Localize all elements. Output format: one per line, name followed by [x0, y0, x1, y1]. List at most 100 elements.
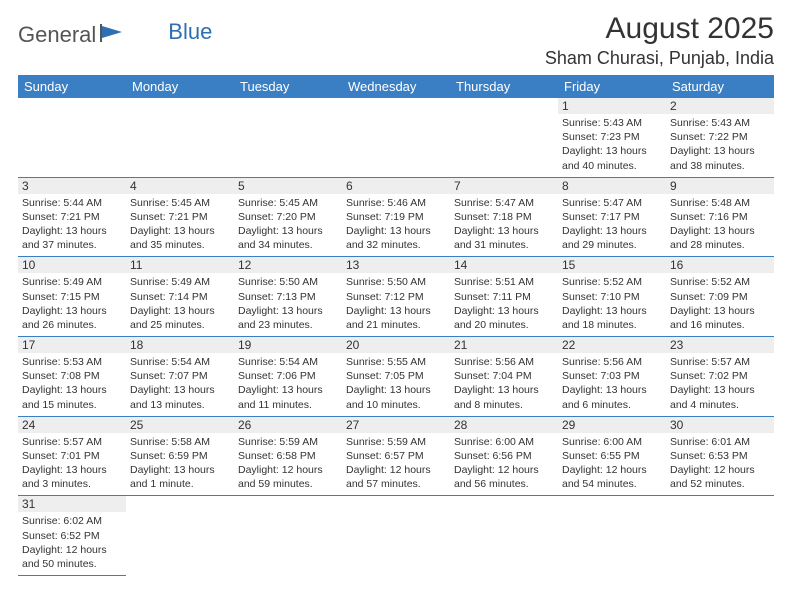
day-number: 5 [234, 178, 342, 194]
weekday-header: Wednesday [342, 75, 450, 98]
day-number: 29 [558, 417, 666, 433]
day-number: 23 [666, 337, 774, 353]
calendar-day-cell: 3 Sunrise: 5:44 AMSunset: 7:21 PMDaylight… [18, 177, 126, 257]
day-number: 10 [18, 257, 126, 273]
day-details: Sunrise: 6:02 AMSunset: 6:52 PMDaylight:… [22, 514, 122, 571]
day-details: Sunrise: 5:48 AMSunset: 7:16 PMDaylight:… [670, 196, 770, 253]
day-number: 22 [558, 337, 666, 353]
calendar-day-cell [666, 496, 774, 576]
day-details: Sunrise: 5:49 AMSunset: 7:15 PMDaylight:… [22, 275, 122, 332]
calendar-table: SundayMondayTuesdayWednesdayThursdayFrid… [18, 75, 774, 576]
day-details: Sunrise: 5:47 AMSunset: 7:17 PMDaylight:… [562, 196, 662, 253]
day-number: 30 [666, 417, 774, 433]
calendar-day-cell [342, 98, 450, 177]
title-block: August 2025 Sham Churasi, Punjab, India [545, 12, 774, 69]
weekday-header: Tuesday [234, 75, 342, 98]
header: General Blue August 2025 Sham Churasi, P… [18, 12, 774, 69]
day-details: Sunrise: 5:56 AMSunset: 7:04 PMDaylight:… [454, 355, 554, 412]
calendar-day-cell [126, 496, 234, 576]
logo-text-blue: Blue [168, 19, 212, 45]
day-number: 18 [126, 337, 234, 353]
day-number: 13 [342, 257, 450, 273]
day-number: 17 [18, 337, 126, 353]
calendar-day-cell: 21 Sunrise: 5:56 AMSunset: 7:04 PMDayligh… [450, 337, 558, 417]
calendar-day-cell: 12Sunrise: 5:50 AMSunset: 7:13 PMDayligh… [234, 257, 342, 337]
day-details: Sunrise: 5:57 AMSunset: 7:01 PMDaylight:… [22, 435, 122, 492]
day-details: Sunrise: 5:43 AMSunset: 7:23 PMDaylight:… [562, 116, 662, 173]
calendar-day-cell: 24 Sunrise: 5:57 AMSunset: 7:01 PMDayligh… [18, 416, 126, 496]
day-number: 9 [666, 178, 774, 194]
calendar-day-cell: 17Sunrise: 5:53 AMSunset: 7:08 PMDayligh… [18, 337, 126, 417]
day-details: Sunrise: 5:52 AMSunset: 7:09 PMDaylight:… [670, 275, 770, 332]
day-details: Sunrise: 6:00 AMSunset: 6:56 PMDaylight:… [454, 435, 554, 492]
weekday-header: Sunday [18, 75, 126, 98]
day-number: 1 [558, 98, 666, 114]
calendar-day-cell: 14 Sunrise: 5:51 AMSunset: 7:11 PMDayligh… [450, 257, 558, 337]
day-details: Sunrise: 5:51 AMSunset: 7:11 PMDaylight:… [454, 275, 554, 332]
calendar-week-row: 1 Sunrise: 5:43 AMSunset: 7:23 PMDaylight… [18, 98, 774, 177]
day-details: Sunrise: 5:45 AMSunset: 7:21 PMDaylight:… [130, 196, 230, 253]
day-details: Sunrise: 5:59 AMSunset: 6:57 PMDaylight:… [346, 435, 446, 492]
calendar-week-row: 10 Sunrise: 5:49 AMSunset: 7:15 PMDayligh… [18, 257, 774, 337]
day-number: 3 [18, 178, 126, 194]
calendar-day-cell: 28 Sunrise: 6:00 AMSunset: 6:56 PMDayligh… [450, 416, 558, 496]
day-details: Sunrise: 6:01 AMSunset: 6:53 PMDaylight:… [670, 435, 770, 492]
day-number: 4 [126, 178, 234, 194]
calendar-day-cell [450, 98, 558, 177]
day-details: Sunrise: 5:46 AMSunset: 7:19 PMDaylight:… [346, 196, 446, 253]
calendar-day-cell [234, 98, 342, 177]
calendar-body: 1 Sunrise: 5:43 AMSunset: 7:23 PMDaylight… [18, 98, 774, 576]
calendar-day-cell: 15Sunrise: 5:52 AMSunset: 7:10 PMDayligh… [558, 257, 666, 337]
day-details: Sunrise: 5:44 AMSunset: 7:21 PMDaylight:… [22, 196, 122, 253]
day-details: Sunrise: 5:45 AMSunset: 7:20 PMDaylight:… [238, 196, 338, 253]
calendar-day-cell: 9 Sunrise: 5:48 AMSunset: 7:16 PMDaylight… [666, 177, 774, 257]
calendar-day-cell: 4 Sunrise: 5:45 AMSunset: 7:21 PMDaylight… [126, 177, 234, 257]
day-number: 20 [342, 337, 450, 353]
day-details: Sunrise: 5:54 AMSunset: 7:06 PMDaylight:… [238, 355, 338, 412]
day-number: 28 [450, 417, 558, 433]
calendar-day-cell: 8 Sunrise: 5:47 AMSunset: 7:17 PMDaylight… [558, 177, 666, 257]
calendar-week-row: 17Sunrise: 5:53 AMSunset: 7:08 PMDayligh… [18, 337, 774, 417]
day-number: 8 [558, 178, 666, 194]
calendar-day-cell: 23Sunrise: 5:57 AMSunset: 7:02 PMDayligh… [666, 337, 774, 417]
day-details: Sunrise: 5:52 AMSunset: 7:10 PMDaylight:… [562, 275, 662, 332]
calendar-day-cell: 31 Sunrise: 6:02 AMSunset: 6:52 PMDayligh… [18, 496, 126, 576]
day-details: Sunrise: 5:59 AMSunset: 6:58 PMDaylight:… [238, 435, 338, 492]
calendar-week-row: 31 Sunrise: 6:02 AMSunset: 6:52 PMDayligh… [18, 496, 774, 576]
calendar-day-cell [342, 496, 450, 576]
day-number: 6 [342, 178, 450, 194]
day-number: 24 [18, 417, 126, 433]
calendar-day-cell [18, 98, 126, 177]
calendar-day-cell: 18Sunrise: 5:54 AMSunset: 7:07 PMDayligh… [126, 337, 234, 417]
calendar-day-cell: 1 Sunrise: 5:43 AMSunset: 7:23 PMDaylight… [558, 98, 666, 177]
day-number: 14 [450, 257, 558, 273]
day-details: Sunrise: 5:58 AMSunset: 6:59 PMDaylight:… [130, 435, 230, 492]
day-details: Sunrise: 5:56 AMSunset: 7:03 PMDaylight:… [562, 355, 662, 412]
day-number: 31 [18, 496, 126, 512]
logo-text-general: General [18, 22, 96, 48]
day-details: Sunrise: 5:47 AMSunset: 7:18 PMDaylight:… [454, 196, 554, 253]
calendar-day-cell [450, 496, 558, 576]
calendar-day-cell [234, 496, 342, 576]
calendar-day-cell: 13 Sunrise: 5:50 AMSunset: 7:12 PMDayligh… [342, 257, 450, 337]
calendar-week-row: 24 Sunrise: 5:57 AMSunset: 7:01 PMDayligh… [18, 416, 774, 496]
day-number: 27 [342, 417, 450, 433]
location-text: Sham Churasi, Punjab, India [545, 48, 774, 69]
day-details: Sunrise: 6:00 AMSunset: 6:55 PMDaylight:… [562, 435, 662, 492]
weekday-header-row: SundayMondayTuesdayWednesdayThursdayFrid… [18, 75, 774, 98]
calendar-day-cell [126, 98, 234, 177]
day-details: Sunrise: 5:43 AMSunset: 7:22 PMDaylight:… [670, 116, 770, 173]
calendar-day-cell: 25Sunrise: 5:58 AMSunset: 6:59 PMDayligh… [126, 416, 234, 496]
weekday-header: Saturday [666, 75, 774, 98]
day-number: 21 [450, 337, 558, 353]
weekday-header: Thursday [450, 75, 558, 98]
weekday-header: Monday [126, 75, 234, 98]
calendar-day-cell: 26Sunrise: 5:59 AMSunset: 6:58 PMDayligh… [234, 416, 342, 496]
calendar-day-cell: 6 Sunrise: 5:46 AMSunset: 7:19 PMDaylight… [342, 177, 450, 257]
logo: General Blue [18, 12, 212, 48]
calendar-day-cell: 20Sunrise: 5:55 AMSunset: 7:05 PMDayligh… [342, 337, 450, 417]
day-details: Sunrise: 5:50 AMSunset: 7:12 PMDaylight:… [346, 275, 446, 332]
calendar-day-cell: 27 Sunrise: 5:59 AMSunset: 6:57 PMDayligh… [342, 416, 450, 496]
calendar-day-cell: 7Sunrise: 5:47 AMSunset: 7:18 PMDaylight… [450, 177, 558, 257]
day-number: 2 [666, 98, 774, 114]
